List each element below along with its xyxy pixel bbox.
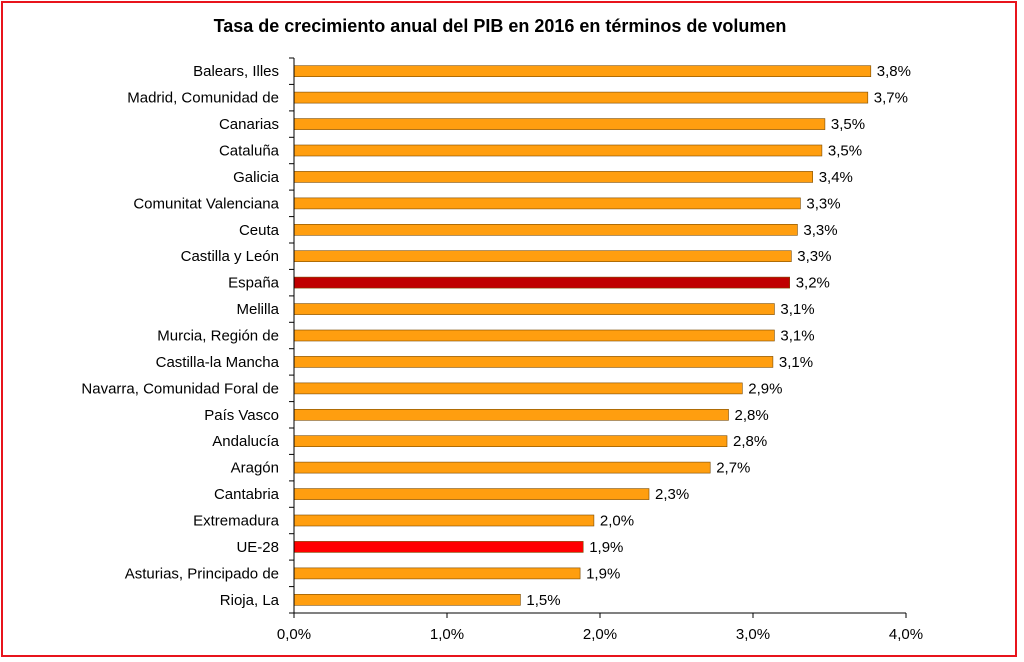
bar-11 [293, 356, 774, 368]
bar-1 [293, 91, 869, 104]
data-label: 3,2% [796, 275, 830, 292]
bar-18 [293, 541, 584, 553]
category-labels-group: Balears, Illes Madrid, Comunidad de Canari… [81, 63, 279, 609]
category-label: Rioja, La [220, 592, 280, 609]
category-label: Madrid, Comunidad de [127, 90, 279, 107]
data-label: 3,3% [797, 248, 831, 265]
category-label: Aragón [231, 460, 279, 477]
category-label: Melilla [236, 301, 279, 318]
bar-6 [293, 224, 798, 236]
bar-13 [293, 408, 729, 421]
data-label: 3,1% [780, 328, 814, 345]
bar-12 [293, 382, 743, 395]
data-label: 2,0% [600, 513, 634, 530]
category-label: País Vasco [204, 407, 279, 424]
category-label: Castilla y León [181, 248, 279, 265]
data-label: 1,9% [586, 565, 620, 582]
category-label: Canarias [219, 116, 279, 133]
data-label: 1,5% [526, 592, 560, 609]
bar-7 [293, 250, 792, 262]
bar-15 [293, 461, 711, 474]
bar-4 [293, 171, 814, 183]
data-label: 3,5% [831, 116, 865, 133]
x-tick-label: 1,0% [430, 626, 464, 643]
category-label: Cataluña [219, 143, 280, 160]
data-label: 3,1% [780, 301, 814, 318]
category-label: Navarra, Comunidad Foral de [81, 380, 279, 397]
data-label: 2,8% [735, 407, 769, 424]
data-label: 2,7% [716, 460, 750, 477]
x-tick-label: 0,0% [277, 626, 311, 643]
data-label: 2,9% [748, 380, 782, 397]
category-label: Murcia, Región de [157, 328, 279, 345]
data-label: 3,8% [877, 63, 911, 80]
data-label: 3,3% [806, 195, 840, 212]
bar-8 [293, 276, 791, 289]
bar-9 [293, 303, 775, 315]
category-label: Cantabria [214, 486, 280, 503]
category-label: Andalucía [212, 433, 279, 450]
bar-10 [293, 329, 775, 342]
category-label: Extremadura [193, 513, 280, 530]
bar-19 [293, 567, 581, 580]
bar-17 [293, 514, 595, 527]
chart-title: Tasa de crecimiento anual del PIB en 201… [213, 16, 787, 36]
bar-20 [293, 593, 521, 606]
bar-5 [293, 197, 801, 210]
bars-group [293, 65, 872, 606]
x-tick-label: 4,0% [889, 626, 923, 643]
category-label: Ceuta [239, 222, 280, 239]
bar-14 [293, 435, 728, 448]
data-label: 3,5% [828, 143, 862, 160]
category-label: UE-28 [236, 539, 279, 556]
category-label: Castilla-la Mancha [156, 354, 280, 371]
category-label: Balears, Illes [193, 63, 279, 80]
data-label: 3,1% [779, 354, 813, 371]
category-label: España [228, 275, 280, 292]
data-labels-group: 3,8% 3,7% 3,5% 3,5% 3,4% 3,3% 3,3% 3,3% 3,2% 3,1%… [526, 63, 911, 609]
axes-group: 0,0% 1,0% 2,0% 3,0% 4,0% [277, 57, 923, 643]
bar-2 [293, 118, 826, 130]
x-tick-label: 2,0% [583, 626, 617, 643]
bar-3 [293, 144, 823, 157]
category-label: Comunitat Valenciana [133, 195, 279, 212]
bar-0 [293, 65, 872, 77]
bar-16 [293, 488, 650, 500]
data-label: 3,7% [874, 90, 908, 107]
data-label: 2,8% [733, 433, 767, 450]
category-label: Asturias, Principado de [125, 565, 279, 582]
data-label: 3,4% [819, 169, 853, 186]
data-label: 2,3% [655, 486, 689, 503]
category-label: Galicia [233, 169, 280, 186]
data-label: 3,3% [803, 222, 837, 239]
data-label: 1,9% [589, 539, 623, 556]
x-tick-label: 3,0% [736, 626, 770, 643]
